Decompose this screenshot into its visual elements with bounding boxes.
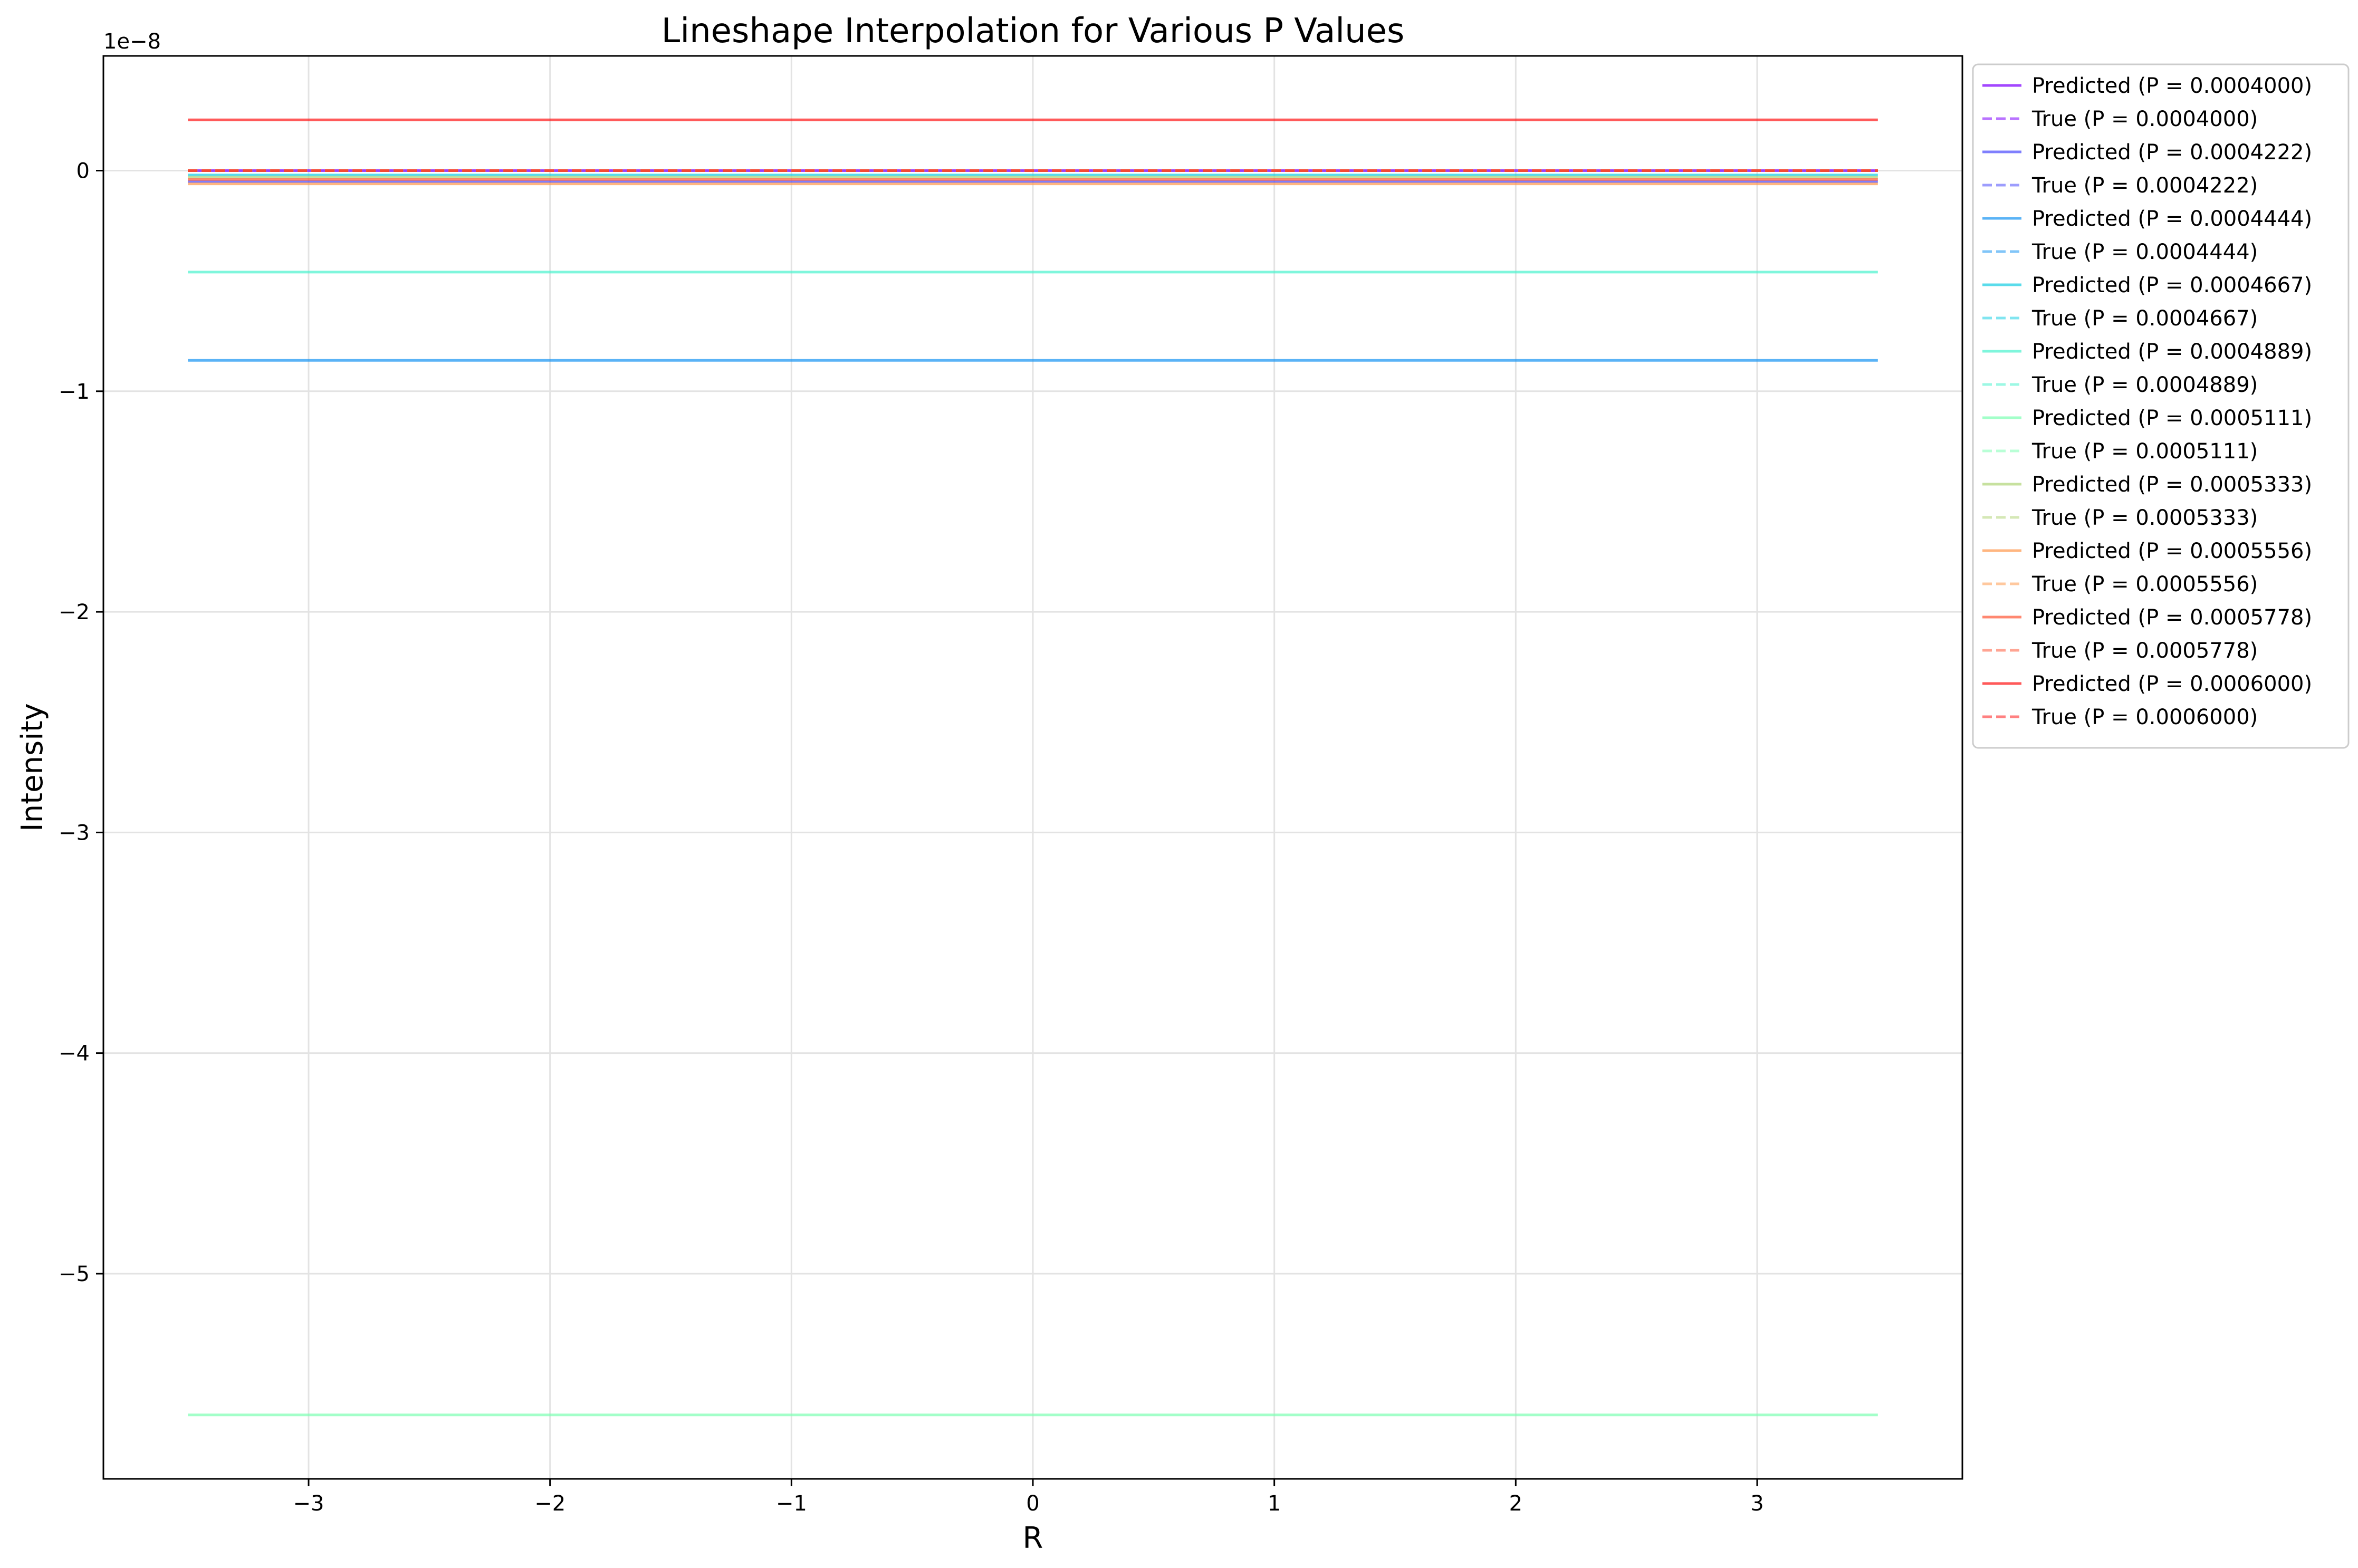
legend: Predicted (P = 0.0004000) True (P = 0.000…: [1972, 63, 2350, 749]
legend-entry-label: True (P = 0.0004667): [2031, 306, 2258, 331]
legend-entry-label: Predicted (P = 0.0005556): [2032, 539, 2312, 563]
legend-entry-label: True (P = 0.0005556): [2031, 572, 2258, 597]
legend-entry-label: True (P = 0.0005111): [2031, 439, 2258, 464]
x-tick-label: 0: [1026, 1492, 1039, 1516]
legend-entry-label: Predicted (P = 0.0005111): [2032, 406, 2312, 430]
x-tick-label: 3: [1750, 1492, 1763, 1516]
y-tick-label: 0: [76, 159, 90, 184]
legend-entry-label: True (P = 0.0005333): [2031, 506, 2258, 530]
legend-entry-label: Predicted (P = 0.0004889): [2032, 340, 2312, 364]
legend-entry-label: True (P = 0.0005778): [2031, 639, 2258, 663]
plot-series: [188, 118, 1878, 1417]
legend-entry-label: True (P = 0.0006000): [2031, 705, 2258, 729]
legend-entry-label: True (P = 0.0004000): [2031, 107, 2258, 131]
x-tick-label: −1: [776, 1492, 807, 1516]
legend-entry-label: Predicted (P = 0.0004222): [2032, 140, 2312, 165]
y-offset-label: 1e−8: [103, 30, 161, 54]
legend-entry-label: True (P = 0.0004222): [2031, 174, 2258, 198]
axis-ticks: −3 −2 −1 0 1 2 3 0 −1 −2 −3 −4 −5: [59, 159, 1764, 1516]
x-tick-label: −2: [534, 1492, 565, 1516]
legend-entry-label: Predicted (P = 0.0005333): [2032, 473, 2312, 497]
legend-entry-label: Predicted (P = 0.0006000): [2032, 672, 2312, 696]
legend-entry-label: Predicted (P = 0.0004667): [2032, 273, 2312, 297]
y-axis-label: Intensity: [15, 703, 50, 832]
x-axis-label: R: [1023, 1521, 1043, 1555]
legend-entry-label: Predicted (P = 0.0005778): [2032, 605, 2312, 630]
y-tick-label: −4: [59, 1042, 90, 1066]
legend-entry-label: Predicted (P = 0.0004000): [2032, 74, 2312, 98]
legend-entry-label: True (P = 0.0004889): [2031, 373, 2258, 397]
y-tick-label: −1: [59, 380, 90, 404]
legend-entry-label: True (P = 0.0004444): [2031, 240, 2258, 264]
y-tick-label: −3: [59, 821, 90, 845]
chart-title: Lineshape Interpolation for Various P Va…: [662, 12, 1405, 51]
legend-box: [1972, 63, 2350, 749]
x-tick-label: −3: [293, 1492, 324, 1516]
y-tick-label: −5: [59, 1262, 90, 1286]
x-tick-label: 2: [1509, 1492, 1522, 1516]
x-tick-label: 1: [1268, 1492, 1281, 1516]
legend-entry-label: Predicted (P = 0.0004444): [2032, 207, 2312, 231]
y-tick-label: −2: [59, 600, 90, 624]
